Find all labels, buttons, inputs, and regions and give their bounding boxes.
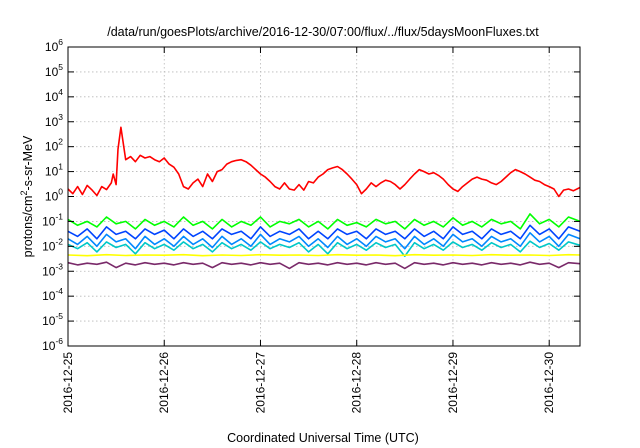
y-tick-base: 10: [45, 40, 59, 54]
y-tick-label: 101: [45, 162, 63, 179]
x-axis-ticks: 2016-12-25 2016-12-26 2016-12-27 2016-12-28…: [61, 47, 556, 413]
x-tick-label: 2016-12-30: [542, 352, 556, 414]
y-tick-base: 10: [42, 239, 56, 253]
y-tick-base: 10: [42, 264, 56, 278]
x-tick-label: 2016-12-26: [157, 352, 171, 414]
y-tick-exponent: -2: [55, 236, 63, 246]
y-tick-label: 10-6: [42, 336, 63, 353]
x-tick-label: 2016-12-28: [350, 352, 364, 414]
y-axis-label: protons/cm2-s-sr-MeV: [19, 135, 35, 257]
series-line-5: [67, 240, 581, 258]
y-tick-base: 10: [45, 90, 59, 104]
series-layer: [67, 126, 581, 270]
y-tick-exponent: -5: [55, 311, 63, 321]
y-tick-exponent: 2: [58, 137, 63, 147]
y-tick-label: 106: [45, 37, 63, 54]
y-tick-exponent: -6: [55, 336, 63, 346]
y-tick-label: 10-4: [42, 286, 63, 303]
y-tick-base: 10: [45, 65, 59, 79]
y-tick-exponent: -3: [55, 261, 63, 271]
grid: [68, 47, 580, 346]
y-axis-ticks: 10-610-510-410-310-210-11001011021031041…: [42, 37, 580, 353]
y-tick-exponent: 5: [58, 62, 63, 72]
y-tick-base: 10: [42, 214, 56, 228]
x-axis-label: Coordinated Universal Time (UTC): [227, 431, 419, 445]
x-tick-label: 2016-12-27: [253, 352, 267, 414]
series-line-1: [67, 126, 581, 198]
x-tick-label: 2016-12-29: [446, 352, 460, 414]
y-tick-base: 10: [45, 190, 59, 204]
y-tick-exponent: 3: [58, 112, 63, 122]
y-tick-label: 10-1: [42, 211, 63, 228]
x-tick-label: 2016-12-25: [61, 352, 75, 414]
y-tick-label: 10-2: [42, 236, 63, 253]
y-axis-label-suffix: -s-sr-MeV: [21, 135, 35, 191]
y-tick-base: 10: [45, 115, 59, 129]
y-tick-exponent: -4: [55, 286, 63, 296]
series-line-4: [67, 232, 581, 250]
y-tick-exponent: 0: [58, 187, 63, 197]
y-tick-label: 10-3: [42, 261, 63, 278]
y-tick-exponent: 4: [58, 87, 63, 97]
y-tick-base: 10: [42, 339, 56, 353]
y-axis-label-prefix: protons/cm: [21, 196, 35, 258]
y-tick-label: 10-5: [42, 311, 63, 328]
y-tick-label: 103: [45, 112, 63, 129]
y-tick-base: 10: [45, 140, 59, 154]
y-axis-label-superscript: 2: [19, 191, 29, 196]
series-line-3: [67, 224, 581, 240]
y-tick-exponent: 6: [58, 37, 63, 47]
y-tick-base: 10: [42, 314, 56, 328]
y-tick-base: 10: [45, 165, 59, 179]
y-tick-label: 105: [45, 62, 63, 79]
y-tick-label: 104: [45, 87, 63, 104]
y-tick-base: 10: [42, 289, 56, 303]
series-line-2: [67, 213, 581, 230]
y-tick-label: 100: [45, 187, 63, 204]
y-tick-exponent: 1: [58, 162, 63, 172]
chart-title: /data/run/goesPlots/archive/2016-12-30/0…: [107, 25, 539, 39]
y-tick-label: 102: [45, 137, 63, 154]
y-tick-exponent: -1: [55, 211, 63, 221]
series-line-7: [67, 261, 581, 270]
series-line-6: [67, 253, 581, 257]
